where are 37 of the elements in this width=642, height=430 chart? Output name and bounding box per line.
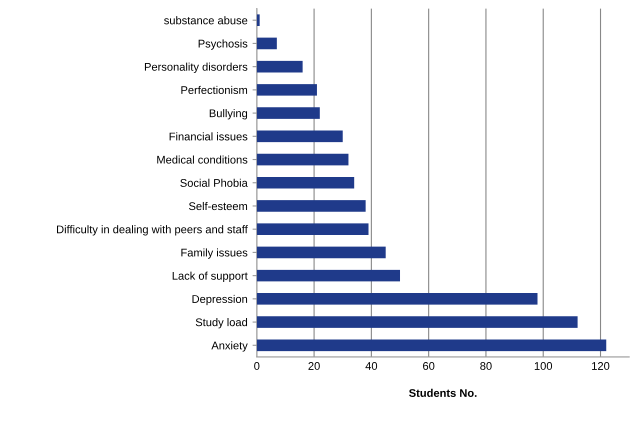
bar	[256, 293, 538, 305]
y-tick-label: Perfectionism	[181, 86, 248, 94]
bar	[256, 200, 366, 212]
y-tick-label: substance abuse	[164, 16, 248, 24]
y-tick-label: Bullying	[210, 109, 248, 120]
bar	[256, 339, 606, 352]
x-tick-label: 60	[423, 362, 434, 370]
y-tick-label: Depression	[192, 294, 248, 306]
y-tick-label: Financial issues	[170, 132, 248, 140]
bar	[256, 38, 277, 50]
y-tick-label: Family issues	[181, 248, 248, 259]
bar	[256, 270, 400, 282]
y-tick-label: Study load	[196, 318, 248, 328]
y-tick-label: Anxiety	[211, 341, 248, 352]
bar	[256, 130, 343, 142]
x-tick-label: 120	[592, 362, 610, 370]
x-tick-label: 0	[254, 362, 260, 370]
x-tick-label: 20	[308, 362, 320, 370]
y-tick-label: Personality disorders	[144, 62, 248, 73]
bar	[256, 176, 354, 189]
x-tick-label: 80	[480, 362, 492, 370]
bar	[256, 84, 317, 96]
x-axis-title: Students No.	[409, 388, 476, 397]
bar	[256, 316, 578, 328]
y-tick-label: Psychosis	[198, 39, 248, 50]
y-tick-label: Social Phobia	[180, 178, 248, 187]
y-tick-label: Medical conditions	[157, 156, 248, 164]
y-tick-label: Lack of support	[172, 272, 248, 282]
bar	[256, 107, 320, 119]
bar	[256, 60, 303, 72]
bar	[256, 154, 348, 166]
y-tick-label: Difficulty in dealing with peers and staff	[57, 225, 248, 236]
x-tick-label: 100	[534, 362, 552, 370]
bar	[256, 223, 369, 235]
y-tick-label: Self-esteem	[189, 202, 248, 210]
bar	[256, 246, 386, 258]
x-tick-label: 40	[365, 362, 378, 370]
